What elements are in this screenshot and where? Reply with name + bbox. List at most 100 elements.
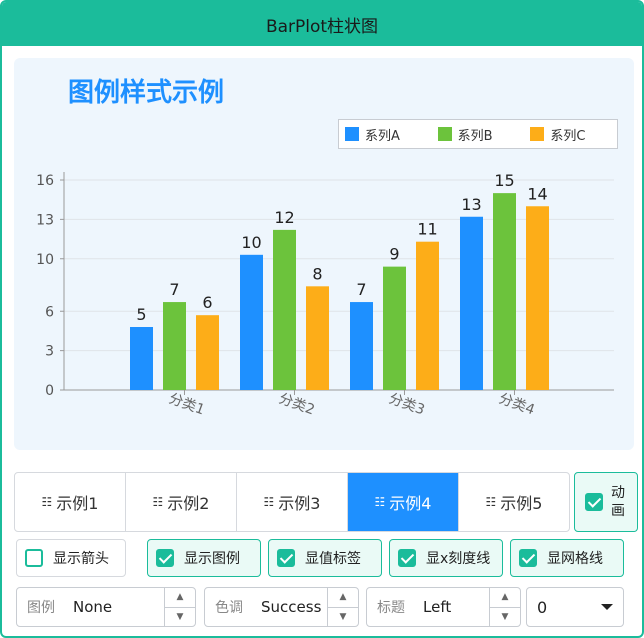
bar [526,206,549,390]
y-tick-label: 16 [36,173,54,189]
grid-icon: ☷ [485,495,497,509]
bar [416,241,439,390]
tab-example-4[interactable]: ☷ 示例4 [348,473,459,531]
legend-swatch-b [437,127,452,141]
option-show-x-ticks[interactable]: 显x刻度线 [389,539,503,577]
legend-swatch-a [345,127,359,141]
spin-down-icon[interactable]: ▼ [339,611,347,622]
tab-example-2[interactable]: ☷ 示例2 [126,473,237,531]
show-x-ticks-checkbox[interactable] [398,549,416,567]
bar [383,266,406,390]
option-show-grid[interactable]: 显网格线 [510,539,624,577]
spinner-arrows: ▲ ▼ [164,588,195,626]
option-show-value-labels[interactable]: 显值标签 [268,539,382,577]
bar [240,254,263,390]
bar-value-label: 10 [241,233,261,252]
spinner-arrows: ▲ ▼ [489,588,520,626]
tab-label: 示例3 [278,494,321,513]
animation-toggle[interactable]: 动画 [574,472,638,532]
legend-item-b: 系列B [437,125,525,144]
tone-spinner[interactable]: 色调 Success ▲ ▼ [204,587,359,627]
bar-value-label: 14 [527,184,547,203]
bar-value-label: 8 [312,264,322,283]
spinner-value[interactable]: Left [423,598,452,616]
y-tick-label: 6 [45,304,54,320]
spinner-value[interactable]: Success [261,598,322,616]
option-label: 显值标签 [305,551,361,567]
legend-item-a: 系列A [345,125,432,144]
x-tick-label: 分类3 [387,391,427,419]
tab-label: 示例5 [500,494,543,513]
bar [350,302,373,390]
spinner-label: 色调 [215,600,243,616]
bar-value-label: 12 [274,208,294,227]
chart-legend: 系列A 系列B 系列C [338,119,618,149]
bar [130,327,153,390]
option-show-arrow[interactable]: 显示箭头 [16,539,126,577]
animation-label: 动画 [611,485,625,519]
spinner-arrows: ▲ ▼ [327,588,358,626]
bar-value-label: 5 [136,305,146,324]
spinner-label: 标题 [377,600,405,616]
legend-spinner[interactable]: 图例 None ▲ ▼ [16,587,196,627]
bar-value-label: 6 [202,293,212,312]
x-tick-label: 分类1 [167,391,207,419]
bar [460,216,483,390]
select-value: 0 [537,597,548,617]
show-grid-checkbox[interactable] [519,549,537,567]
bar-value-label: 15 [494,171,514,190]
tab-label: 示例2 [167,494,210,513]
y-tick-label: 0 [45,383,54,399]
option-label: 显示箭头 [53,551,109,567]
title-spinner[interactable]: 标题 Left ▲ ▼ [366,587,521,627]
title-bar[interactable]: BarPlot柱状图 [2,2,642,46]
bar-value-label: 11 [417,220,437,239]
chart-panel: 图例样式示例 系列A 系列B 系列C 0 3 6 10 13 16 5 7 6 分类1 10 12 8 分… [14,58,634,450]
spinner-value[interactable]: None [73,598,113,616]
bar [493,193,516,390]
spin-up-icon[interactable]: ▲ [165,588,195,608]
y-tick-label: 10 [36,252,54,268]
x-tick-label: 分类4 [497,391,537,419]
spin-up-icon[interactable]: ▲ [328,588,358,608]
legend-label-a: 系列A [365,128,400,144]
spin-down-icon[interactable]: ▼ [176,611,184,622]
show-arrow-checkbox[interactable] [25,549,43,567]
bar-value-label: 13 [461,195,481,214]
window-title: BarPlot柱状图 [265,16,379,37]
legend-swatch-c [530,127,545,141]
bar [163,302,186,390]
show-legend-checkbox[interactable] [156,549,174,567]
grid-icon: ☷ [152,495,164,509]
option-label: 显x刻度线 [426,551,491,567]
option-label: 显示图例 [184,551,240,567]
value-select[interactable]: 0 [526,587,624,627]
grid-icon: ☷ [41,495,53,509]
bar-value-label: 7 [169,280,179,299]
chevron-down-icon [601,604,613,610]
tab-example-5[interactable]: ☷ 示例5 [459,473,569,531]
spin-down-icon[interactable]: ▼ [501,611,509,622]
bar [196,315,219,390]
grid-icon: ☷ [374,495,386,509]
x-tick-label: 分类2 [277,391,317,419]
tab-label: 示例1 [56,494,99,513]
y-tick-label: 3 [45,344,54,360]
tab-example-1[interactable]: ☷ 示例1 [15,473,126,531]
tab-example-3[interactable]: ☷ 示例3 [237,473,348,531]
legend-item-c: 系列C [530,125,617,144]
legend-label-c: 系列C [550,128,586,144]
option-label: 显网格线 [547,551,603,567]
grid-icon: ☷ [263,495,275,509]
bar-chart: 0 3 6 10 13 16 5 7 6 分类1 10 12 8 分类2 7 9 11 分类3 13 15 14 分类4 [36,171,614,419]
bar-value-label: 9 [389,245,399,264]
y-tick-label: 13 [36,212,54,228]
option-show-legend[interactable]: 显示图例 [147,539,261,577]
show-value-labels-checkbox[interactable] [277,549,295,567]
animation-checkbox[interactable] [585,493,603,511]
bar [306,286,329,390]
spin-up-icon[interactable]: ▲ [490,588,520,608]
chart-title: 图例样式示例 [68,78,225,108]
legend-label-b: 系列B [457,128,493,144]
